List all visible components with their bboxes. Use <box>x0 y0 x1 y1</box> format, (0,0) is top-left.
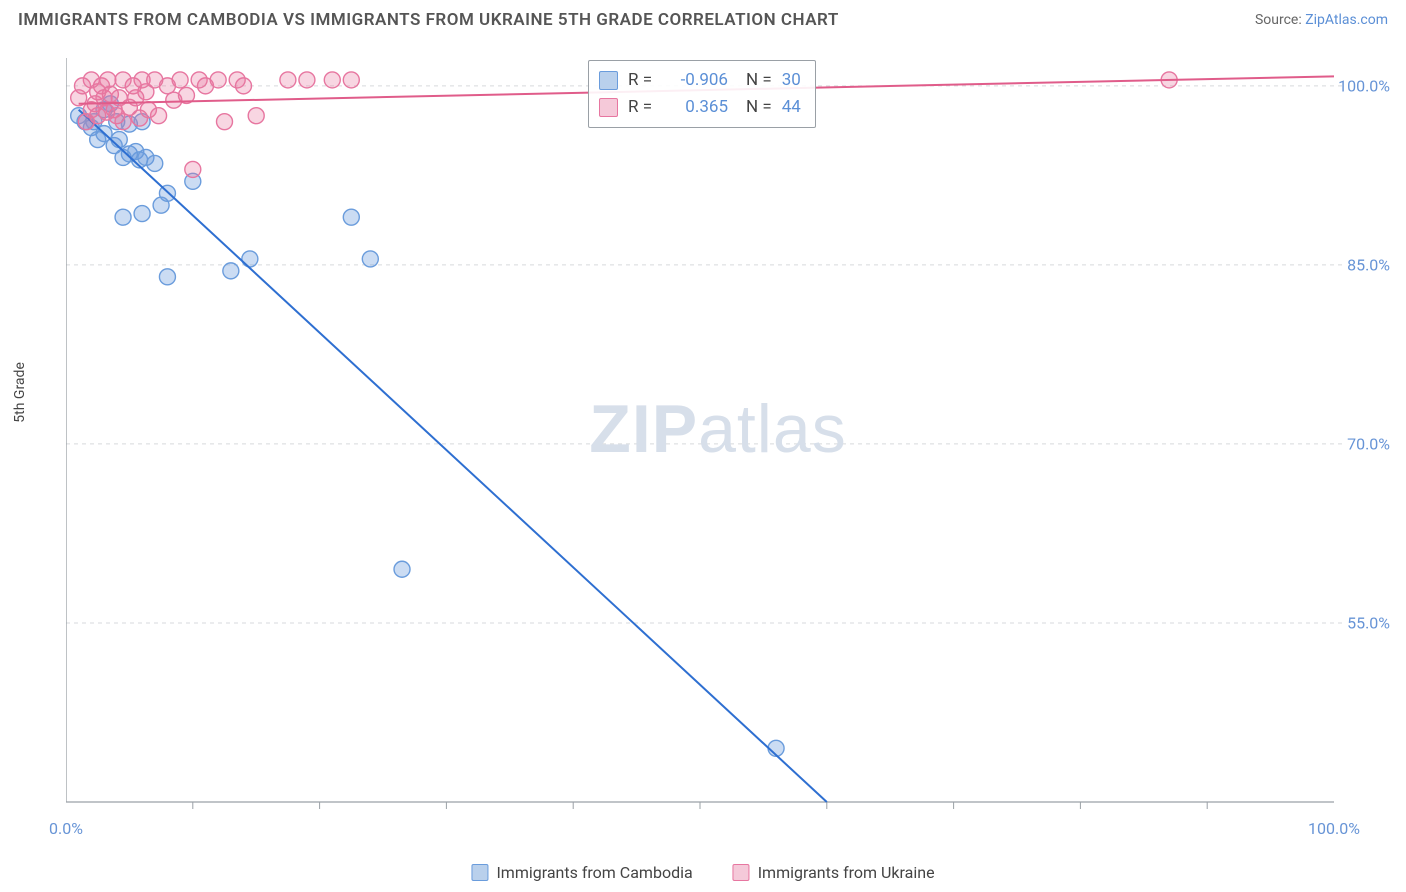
cambodia-point <box>394 561 410 577</box>
cambodia-point <box>362 251 378 267</box>
cambodia-point <box>159 269 175 285</box>
ukraine-point <box>185 161 201 177</box>
y-tick-label: 85.0% <box>1347 255 1390 274</box>
ukraine-point <box>343 72 359 88</box>
ukraine-point <box>248 108 264 124</box>
series-legend: Immigrants from Cambodia Immigrants from … <box>471 863 934 882</box>
legend-row-ukraine: R = 0.365 N = 44 <box>599 94 801 121</box>
n-label: N = <box>746 67 772 94</box>
ukraine-point <box>324 72 340 88</box>
ukraine-point <box>172 72 188 88</box>
legend-swatch <box>471 864 488 881</box>
cambodia-point <box>343 209 359 225</box>
cambodia-point <box>134 206 150 222</box>
y-tick-label: 100.0% <box>1338 76 1390 95</box>
scatter-plot <box>66 50 1346 810</box>
ukraine-point <box>151 108 167 124</box>
cambodia-point <box>111 132 127 148</box>
legend-row-cambodia: R = -0.906 N = 30 <box>599 67 801 94</box>
legend-label: Immigrants from Ukraine <box>758 863 935 882</box>
ukraine-point <box>299 72 315 88</box>
legend-swatch <box>599 71 618 90</box>
cambodia-trendline <box>79 110 827 802</box>
cambodia-point <box>115 209 131 225</box>
y-axis-label: 5th Grade <box>12 362 28 423</box>
r-value: -0.906 <box>666 67 728 94</box>
cambodia-point <box>147 155 163 171</box>
legend-swatch <box>733 864 750 881</box>
r-value: 0.365 <box>666 94 728 121</box>
ukraine-point <box>210 72 226 88</box>
n-value: 44 <box>782 94 801 121</box>
cambodia-point <box>223 263 239 279</box>
ukraine-point <box>217 114 233 130</box>
chart-title: IMMIGRANTS FROM CAMBODIA VS IMMIGRANTS F… <box>18 10 839 30</box>
chart-source: Source: ZipAtlas.com <box>1255 12 1388 28</box>
source-link[interactable]: ZipAtlas.com <box>1305 12 1388 28</box>
legend-swatch <box>599 98 618 117</box>
r-label: R = <box>628 67 656 94</box>
r-label: R = <box>628 94 656 121</box>
n-label: N = <box>746 94 772 121</box>
x-tick-label: 100.0% <box>1308 819 1360 838</box>
ukraine-point <box>280 72 296 88</box>
ukraine-point <box>115 114 131 130</box>
correlation-legend: R = -0.906 N = 30 R = 0.365 N = 44 <box>588 60 816 128</box>
chart-header: IMMIGRANTS FROM CAMBODIA VS IMMIGRANTS F… <box>0 0 1406 36</box>
y-tick-label: 70.0% <box>1347 434 1390 453</box>
ukraine-point <box>236 78 252 94</box>
n-value: 30 <box>782 67 801 94</box>
legend-item-ukraine: Immigrants from Ukraine <box>733 863 935 882</box>
chart-area: 5th Grade ZIPatlas R =-0.906N =30R =0.36… <box>48 50 1388 840</box>
ukraine-point <box>100 72 116 88</box>
legend-item-cambodia: Immigrants from Cambodia <box>471 863 692 882</box>
cambodia-point <box>242 251 258 267</box>
x-tick-label: 0.0% <box>49 819 83 838</box>
y-tick-label: 55.0% <box>1347 613 1390 632</box>
legend-label: Immigrants from Cambodia <box>496 863 692 882</box>
